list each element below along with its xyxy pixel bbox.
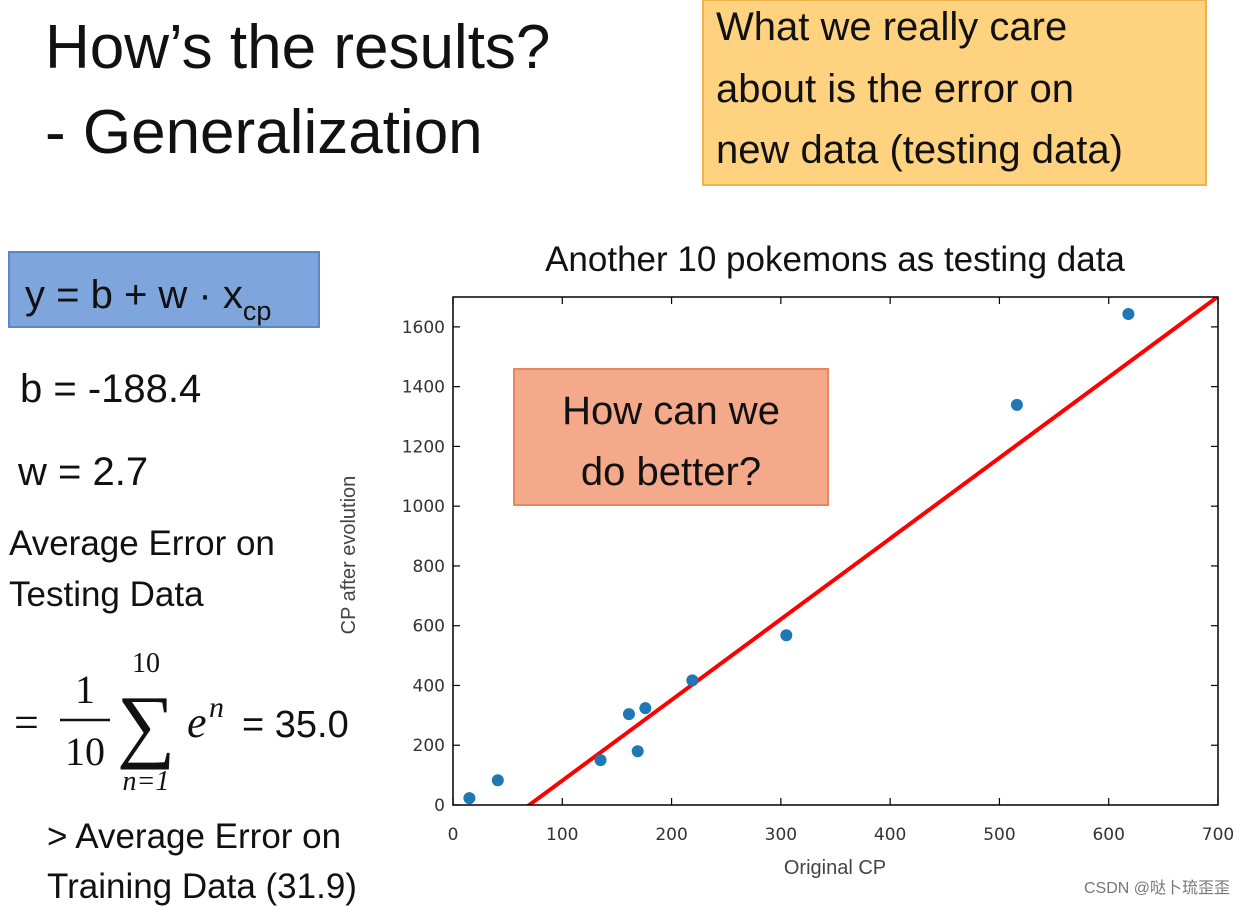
avg-text: Average Error on: [9, 524, 275, 563]
data-point: [491, 774, 504, 787]
b-value: b = -188.4: [20, 367, 201, 411]
data-point: [463, 792, 476, 805]
x-tick-label: 700: [1202, 825, 1234, 845]
data-point: [1122, 308, 1135, 321]
data-point: [594, 754, 607, 767]
plot-area: 0 100 200 300 400 500 600 700 0 200 400 600 800 1000 1…: [402, 296, 1234, 845]
x-tick-label: 400: [874, 825, 906, 845]
note-text: about is the error on: [716, 67, 1074, 111]
watermark: CSDN @哒卜琉歪歪: [1084, 879, 1230, 897]
y-tick-label: 800: [413, 557, 445, 577]
y-tick-label: 0: [434, 796, 445, 816]
model-main: y = b + w · x: [25, 273, 243, 317]
data-point: [686, 674, 699, 687]
question-text: do better?: [581, 450, 761, 494]
avg-text: Testing Data: [9, 575, 204, 614]
chart-title: Another 10 pokemons as testing data: [545, 240, 1125, 279]
y-tick-label: 1600: [402, 318, 445, 338]
formula-sup: n: [209, 691, 224, 724]
data-point: [639, 702, 652, 715]
note-text: What we really care: [716, 5, 1067, 49]
y-tick-label: 200: [413, 736, 445, 756]
x-tick-label: 200: [655, 825, 687, 845]
y-tick-label: 1200: [402, 437, 445, 457]
formula-lower: n=1: [123, 766, 170, 797]
x-axis-label: Original CP: [784, 857, 886, 879]
data-point: [1010, 398, 1023, 411]
note-text: new data (testing data): [716, 128, 1123, 172]
formula-eq: =: [14, 698, 39, 747]
question-text: How can we: [562, 389, 780, 433]
y-axis-label: CP after evolution: [338, 476, 360, 635]
formula-num: 1: [75, 667, 95, 712]
y-tick-label: 600: [413, 617, 445, 637]
y-tick-label: 1000: [402, 497, 445, 517]
model-sub: cp: [243, 296, 272, 326]
compare-text: Training Data (31.9): [47, 867, 357, 906]
question-box: [513, 368, 829, 506]
model-text: y = b + w · xcp: [25, 273, 271, 326]
formula-term: e: [187, 698, 207, 747]
x-tick-label: 600: [1092, 825, 1124, 845]
model-box: [8, 251, 320, 328]
fit-line: [525, 297, 1218, 805]
w-value: w = 2.7: [17, 450, 148, 494]
formula-den: 10: [65, 729, 105, 774]
note-box: [702, 0, 1207, 186]
title: - Generalization: [45, 98, 483, 167]
formula-sigma: ∑: [117, 679, 175, 770]
data-point: [622, 708, 635, 721]
title: How’s the results?: [45, 13, 550, 82]
plot-frame: [452, 296, 1219, 806]
compare-text: > Average Error on: [47, 817, 341, 856]
x-tick-label: 300: [765, 825, 797, 845]
x-tick-label: 100: [546, 825, 578, 845]
data-point: [631, 745, 644, 758]
y-tick-label: 400: [413, 676, 445, 696]
y-tick-label: 1400: [402, 378, 445, 398]
formula-upper: 10: [132, 648, 160, 679]
x-tick-label: 0: [448, 825, 459, 845]
data-point: [780, 629, 793, 642]
x-tick-label: 500: [983, 825, 1015, 845]
formula-result: = 35.0: [242, 704, 349, 746]
